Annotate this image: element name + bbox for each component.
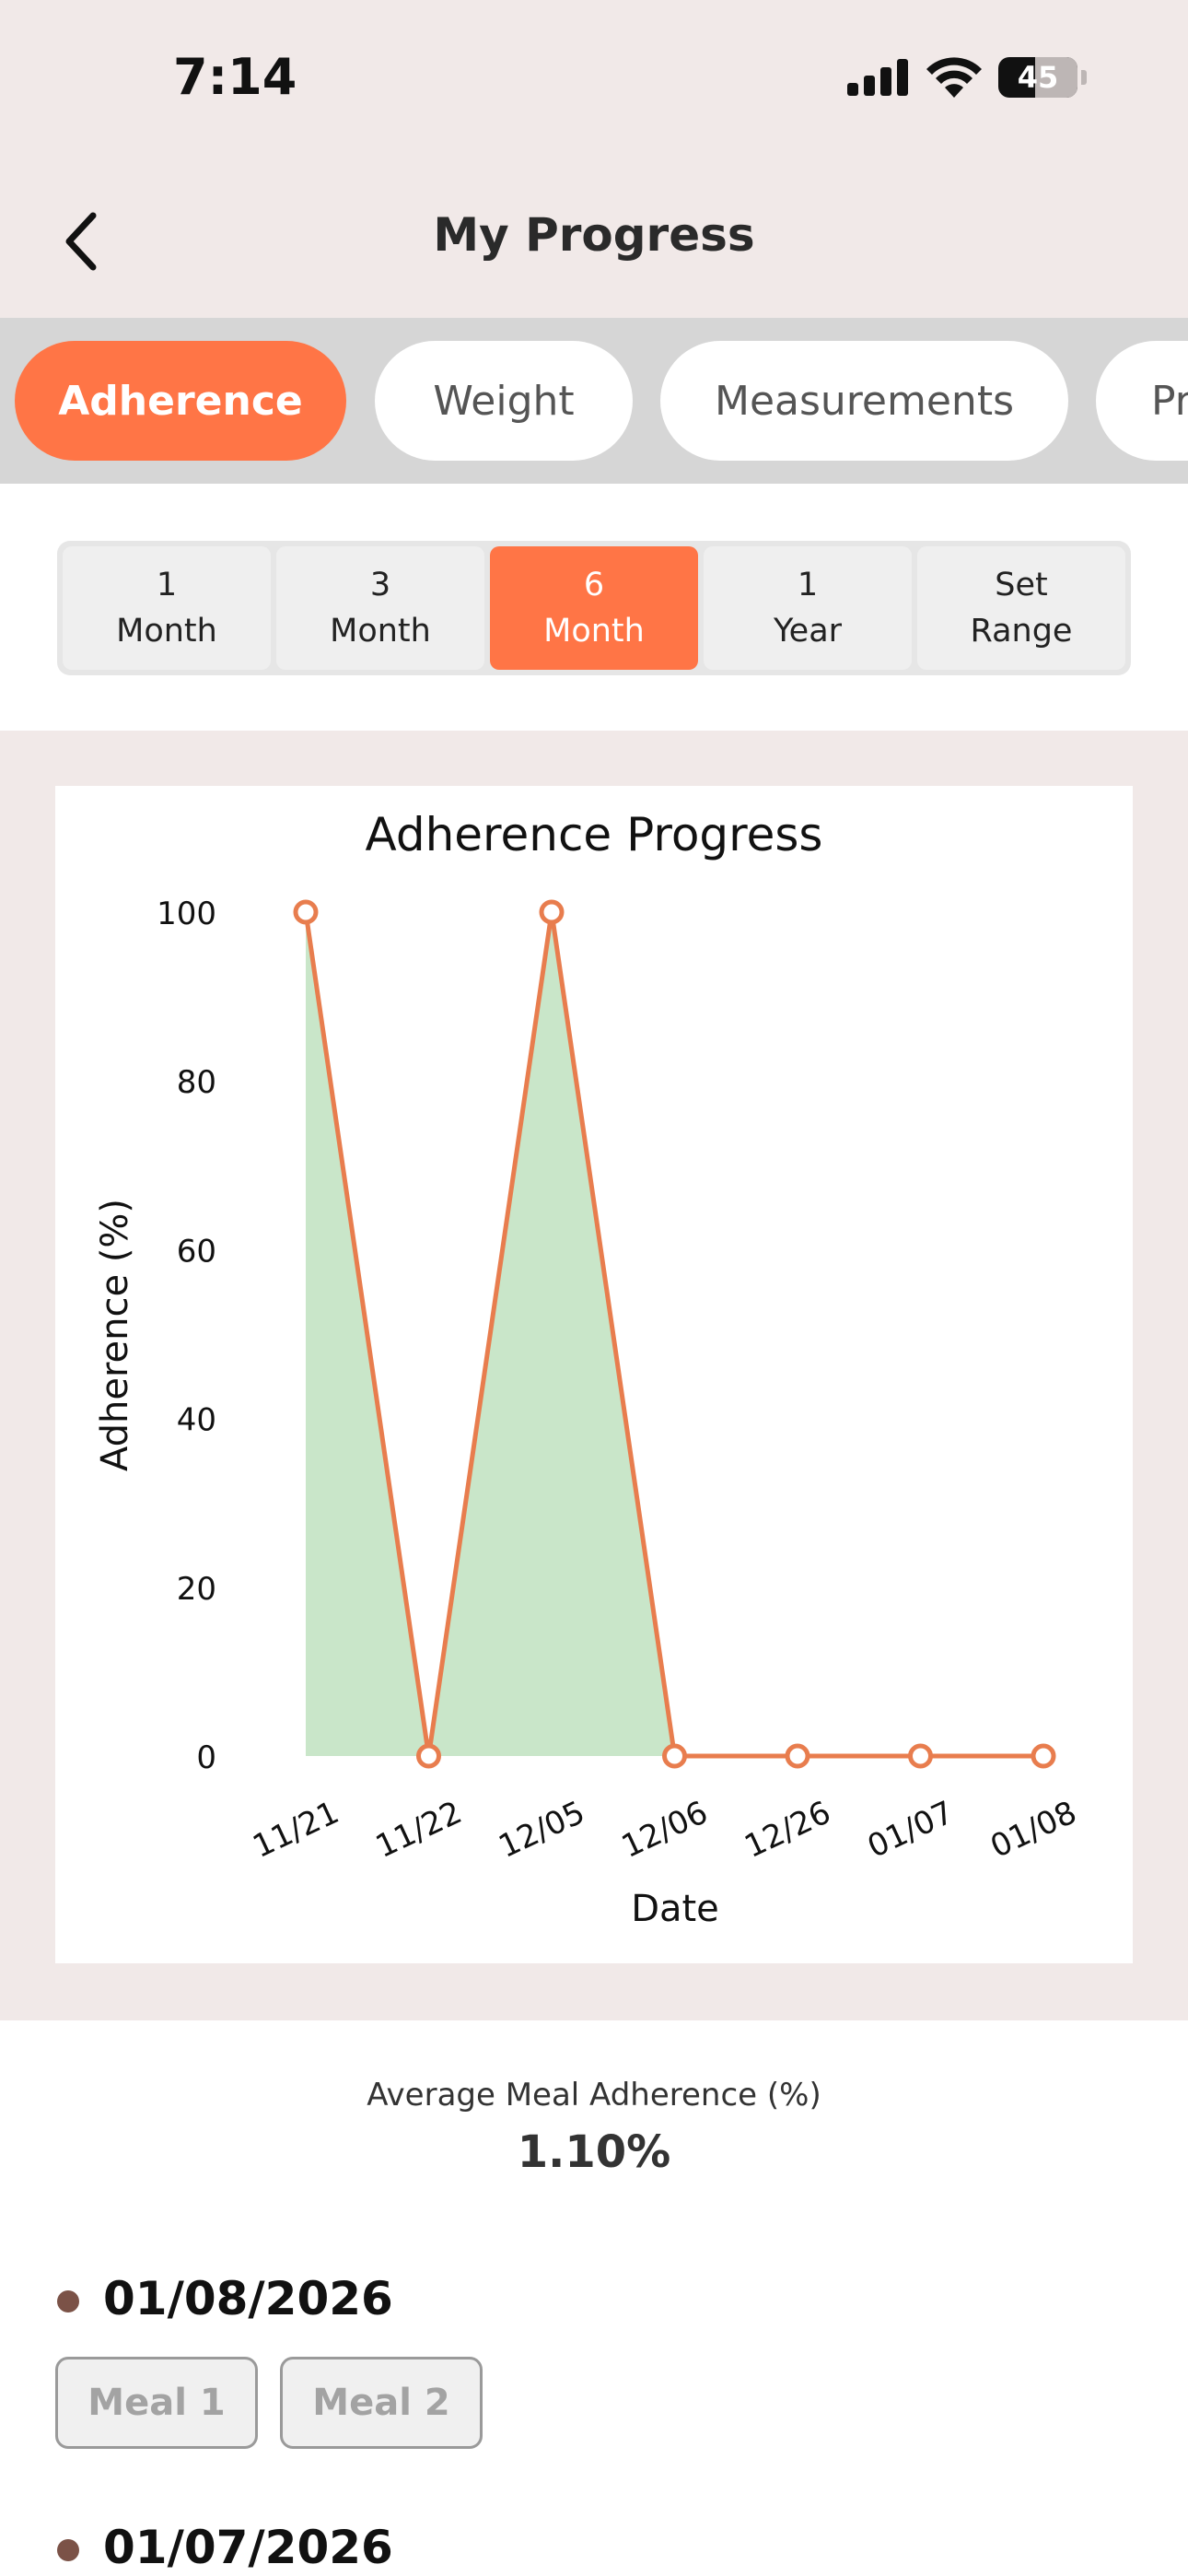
entry-bullet bbox=[57, 2539, 79, 2561]
back-button[interactable] bbox=[48, 205, 112, 278]
chart-title: Adherence Progress bbox=[366, 808, 823, 861]
data-point bbox=[416, 1743, 441, 1769]
average-adherence-label: Average Meal Adherence (%) bbox=[367, 2077, 821, 2113]
range-label-line2: Month bbox=[543, 613, 645, 650]
y-tick-label: 80 bbox=[177, 1064, 216, 1101]
range-label-line2: Month bbox=[116, 613, 217, 650]
y-tick-label: 0 bbox=[196, 1739, 216, 1776]
x-tick-label: 01/08 bbox=[984, 1794, 1082, 1866]
range-label-line1: 1 bbox=[156, 567, 178, 603]
x-tick-label: 12/06 bbox=[616, 1794, 714, 1866]
range-3-month[interactable]: 3 Month bbox=[276, 546, 484, 670]
battery-icon: 45 bbox=[998, 57, 1077, 98]
series-line bbox=[303, 909, 1043, 1759]
entry-date: 01/07/2026 bbox=[103, 2521, 393, 2574]
category-tab-bar: Adherence Weight Measurements Pr bbox=[0, 318, 1188, 484]
tab-measurements[interactable]: Measurements bbox=[660, 341, 1068, 461]
range-label-line2: Range bbox=[970, 613, 1073, 650]
range-segmented-control: 1 Month 3 Month 6 Month 1 Year Set Range bbox=[57, 541, 1131, 675]
meal-chip[interactable]: Meal 1 bbox=[55, 2357, 258, 2449]
entry-date: 01/08/2026 bbox=[103, 2272, 393, 2325]
data-point bbox=[293, 899, 319, 925]
adherence-chart: Adherence Progress Adherence (%) Date 0 2… bbox=[94, 808, 1082, 1930]
page-title: My Progress bbox=[433, 208, 755, 262]
range-label-line2: Year bbox=[773, 613, 843, 650]
adherence-chart-card: Adherence Progress Adherence (%) Date 0 2… bbox=[55, 786, 1133, 1963]
header-area: 7:14 45 My Progress bbox=[0, 0, 1188, 318]
x-tick-label: 12/05 bbox=[493, 1794, 590, 1866]
tab-adherence[interactable]: Adherence bbox=[15, 341, 346, 461]
chevron-left-icon bbox=[65, 212, 97, 271]
y-axis-label: Adherence (%) bbox=[94, 1199, 136, 1471]
range-1-month[interactable]: 1 Month bbox=[63, 546, 271, 670]
y-tick-label: 40 bbox=[177, 1402, 216, 1439]
range-label-line1: 6 bbox=[583, 567, 605, 603]
series-area bbox=[306, 912, 1043, 1756]
range-1-year[interactable]: 1 Year bbox=[704, 546, 912, 670]
tab-progress-photos[interactable]: Pr bbox=[1096, 341, 1188, 461]
x-tick-label: 01/07 bbox=[862, 1794, 960, 1866]
x-tick-label: 12/26 bbox=[739, 1794, 836, 1866]
tab-weight[interactable]: Weight bbox=[375, 341, 633, 461]
x-tick-label: 11/21 bbox=[247, 1794, 344, 1866]
x-axis-label: Date bbox=[631, 1888, 719, 1930]
x-tick-label: 11/22 bbox=[370, 1794, 468, 1866]
battery-tip bbox=[1081, 70, 1087, 85]
cellular-signal-icon bbox=[847, 59, 908, 96]
range-set-range[interactable]: Set Range bbox=[917, 546, 1125, 670]
y-tick-label: 60 bbox=[177, 1233, 216, 1270]
range-6-month[interactable]: 6 Month bbox=[490, 546, 698, 670]
range-label-line1: 3 bbox=[369, 567, 391, 603]
data-point bbox=[785, 1743, 810, 1769]
battery-level: 45 bbox=[1017, 60, 1059, 95]
wifi-icon bbox=[926, 57, 982, 98]
range-label-line2: Month bbox=[330, 613, 431, 650]
data-point bbox=[539, 899, 565, 925]
data-point bbox=[1031, 1743, 1056, 1769]
y-tick-label: 20 bbox=[177, 1571, 216, 1608]
range-label-line1: 1 bbox=[797, 567, 819, 603]
data-point bbox=[662, 1743, 687, 1769]
average-adherence-value: 1.10% bbox=[517, 2126, 671, 2178]
status-time: 7:14 bbox=[173, 48, 297, 106]
entry-bullet bbox=[57, 2290, 79, 2313]
meal-chip[interactable]: Meal 2 bbox=[280, 2357, 483, 2449]
range-label-line1: Set bbox=[995, 567, 1048, 603]
status-icons: 45 bbox=[847, 57, 1087, 98]
y-tick-label: 100 bbox=[157, 896, 216, 932]
data-point bbox=[908, 1743, 933, 1769]
range-section: 1 Month 3 Month 6 Month 1 Year Set Range bbox=[0, 484, 1188, 731]
